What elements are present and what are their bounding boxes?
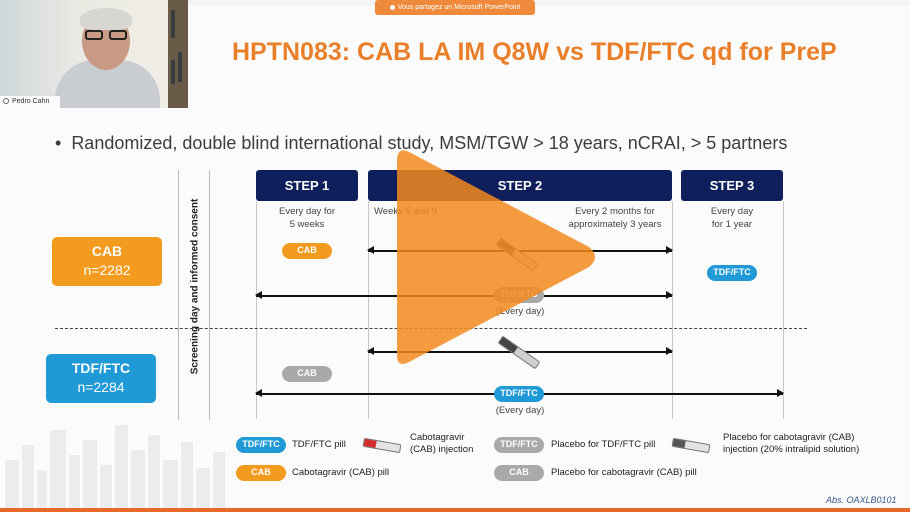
step-1-header: STEP 1 [256,170,358,201]
legend-tdf-text: TDF/FTC pill [292,439,346,450]
screening-label: Screening day and informed consent [189,198,201,375]
placebo-tdf-frequency: (Every day) [495,306,545,317]
legend-placebo-cab-text: Placebo for cabotagravir (CAB) pill [551,467,697,478]
step-1-note: Every day for 5 weeks [279,206,335,230]
cab-arm-name: CAB [91,243,123,259]
slide-bullet: • Randomized, double blind international… [55,133,788,153]
participant-name: Pedro Cahn [12,98,50,105]
placebo-cab-pill-step1: CAB [282,366,332,382]
abstract-reference: Abs. OAXLB0101 [826,495,897,505]
sharing-banner-text: Vous partagez un Microsoft PowerPoint [397,4,521,11]
bullet-text: Randomized, double blind international s… [71,133,788,153]
sharing-banner[interactable]: Vous partagez un Microsoft PowerPoint [375,0,535,15]
participant-name-tag: Pedro Cahn [0,96,60,108]
legend-placebo-tdf-tag: TDF/FTC [494,437,544,453]
slide-title: HPTN083: CAB LA IM Q8W vs TDF/FTC qd for… [232,38,837,66]
legend-cab-text: Cabotagravir (CAB) pill [292,467,390,478]
legend-placebo-cab-tag: CAB [494,465,544,481]
step-3-note: Every day for 1 year [710,206,754,230]
bottom-accent-bar [0,508,910,512]
cab-arm-n: n=2282 [83,262,131,278]
step-2-left-line [368,201,369,419]
play-icon[interactable] [397,143,597,371]
tdf-arm-n: n=2284 [77,379,125,395]
legend-injection-text: Cabotagravir (CAB) injection [410,432,474,455]
legend-tdf-tag: TDF/FTC [236,437,286,453]
webcam-bookshelf [168,0,188,108]
step-3-header: STEP 3 [681,170,783,201]
step-2-note-right: Every 2 months for approximately 3 years [568,206,662,230]
tdf-arm-name: TDF/FTC [71,360,131,376]
webcam-video[interactable]: Pedro Cahn [0,0,188,108]
tdf-frequency: (Every day) [495,405,545,416]
step-3-right-line [783,201,784,419]
sharing-icon [389,4,395,10]
cab-pill-step1: CAB [282,243,332,259]
mic-icon [3,98,9,105]
step-1-left-line [256,201,257,419]
legend-cab-tag: CAB [236,465,286,481]
person-hair [80,8,132,30]
city-skyline-decoration [5,425,225,512]
legend-placebo-tdf-text: Placebo for TDF/FTC pill [551,439,656,450]
cab-arm-box: CAB n=2282 [52,237,162,286]
step-2-right-line [672,201,673,419]
person-glasses [85,30,129,40]
tdf-arm-box: TDF/FTC n=2284 [46,354,156,403]
legend-placebo-injection-text: Placebo for cabotagravir (CAB) injection… [723,432,860,455]
screening-column: Screening day and informed consent [178,170,210,420]
tdf-pill-step3: TDF/FTC [707,265,757,281]
tdf-pill-step2: TDF/FTC [494,386,544,402]
